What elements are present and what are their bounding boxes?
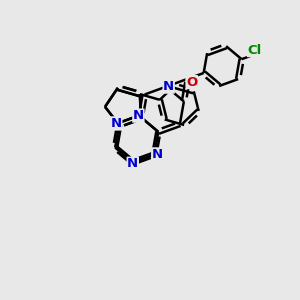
Text: N: N bbox=[133, 109, 144, 122]
Text: N: N bbox=[163, 80, 174, 93]
Text: N: N bbox=[152, 148, 163, 161]
Text: N: N bbox=[111, 117, 122, 130]
Text: N: N bbox=[127, 157, 138, 170]
Text: Cl: Cl bbox=[248, 44, 262, 57]
Text: O: O bbox=[186, 76, 197, 88]
